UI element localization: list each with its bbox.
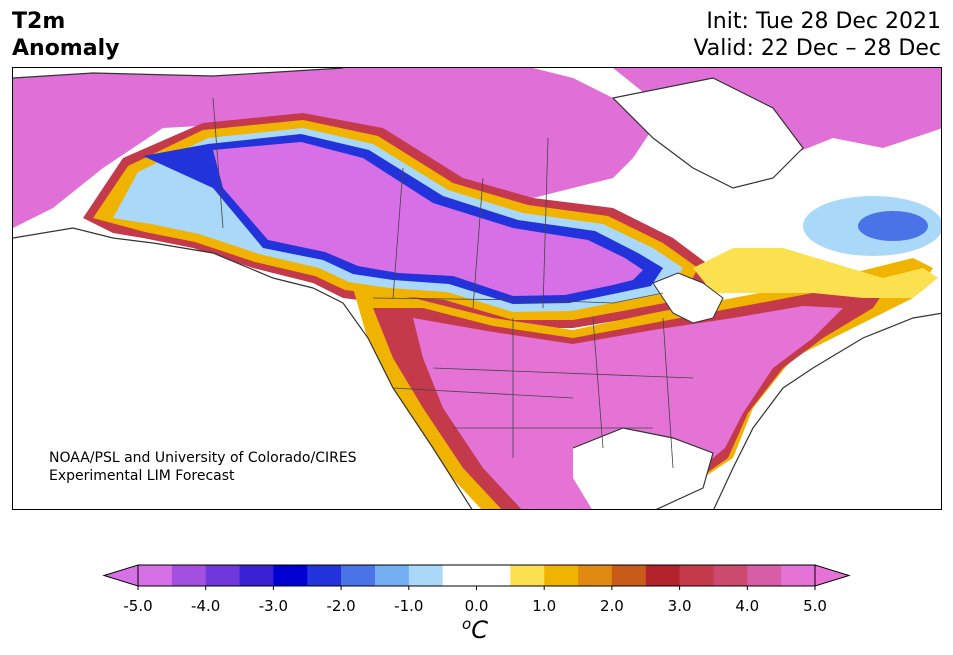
colorbar-tick-label: 5.0 (803, 597, 827, 615)
warm-band-east (693, 248, 938, 298)
unit-degree: o (462, 615, 472, 633)
valid-range: Valid: 22 Dec – 28 Dec (693, 36, 941, 61)
unit-symbol: C (471, 616, 488, 644)
colorbar-segment (544, 565, 579, 586)
colorbar-tick-label: 2.0 (599, 597, 624, 615)
anomaly-map (12, 67, 942, 510)
colorbar-segment (138, 565, 173, 586)
colorbar-segment (713, 565, 748, 586)
colorbar-segment (239, 565, 274, 586)
colorbar-tick-label: 4.0 (735, 597, 760, 615)
init-date: Init: Tue 28 Dec 2021 (706, 9, 941, 34)
colorbar-segment (510, 565, 545, 586)
colorbar-segment (273, 565, 308, 586)
colorbar-segment (205, 565, 241, 586)
colorbar-segment (611, 565, 647, 586)
colorbar-segment (476, 565, 511, 586)
colorbar-segment (341, 565, 376, 586)
neutral-hudson (613, 78, 803, 188)
colorbar-segment (679, 565, 714, 586)
map-title: T2m Anomaly (12, 8, 119, 62)
colorbar-segment (747, 565, 782, 586)
colorbar-tick-label: 3.0 (667, 597, 692, 615)
colorbar-tick-label: -2.0 (326, 597, 356, 615)
colorbar-tick-label: 0.0 (464, 597, 489, 615)
colorbar-segment (781, 565, 816, 586)
colorbar-tick-label: -3.0 (258, 597, 289, 615)
colorbar-under-arrow (102, 564, 139, 587)
colorbar-segment (408, 565, 444, 586)
colorbar-segment (374, 565, 410, 586)
map-canvas (13, 68, 941, 509)
great-lakes (652, 272, 724, 324)
forecast-dates: Init: Tue 28 Dec 2021 Valid: 22 Dec – 28… (693, 8, 941, 62)
coastlines (13, 68, 941, 509)
colorbar-segment (171, 565, 207, 586)
colorbar-segment (578, 565, 613, 586)
colorbar-tick-label: 1.0 (532, 597, 557, 615)
cold-anomaly-labrador-core (858, 211, 928, 241)
pacific-ocean (13, 228, 472, 509)
colorbar-over-arrow (814, 564, 851, 587)
colorbar-segment (442, 565, 477, 586)
title-variable: T2m (12, 9, 66, 34)
colorbar-segment (307, 565, 342, 586)
colorbar-tick-label: -1.0 (394, 597, 424, 615)
colorbar (102, 564, 851, 590)
cold-anomaly-core (213, 142, 643, 296)
warm-anomaly-south-core (413, 306, 843, 509)
credit-line-2: Experimental LIM Forecast (49, 468, 235, 484)
gulf-of-mexico (573, 428, 713, 509)
political-borders (212, 97, 694, 469)
credit-line-1: NOAA/PSL and University of Colorado/CIRE… (49, 450, 357, 466)
credit-text: NOAA/PSL and University of Colorado/CIRE… (49, 449, 357, 485)
colorbar-segment (645, 565, 681, 586)
title-type: Anomaly (12, 36, 120, 61)
colorbar-tick-label: -5.0 (123, 597, 153, 615)
atlantic-ocean (713, 313, 941, 509)
colorbar-unit: oC (462, 615, 488, 644)
colorbar-tick-label: -4.0 (191, 597, 221, 615)
